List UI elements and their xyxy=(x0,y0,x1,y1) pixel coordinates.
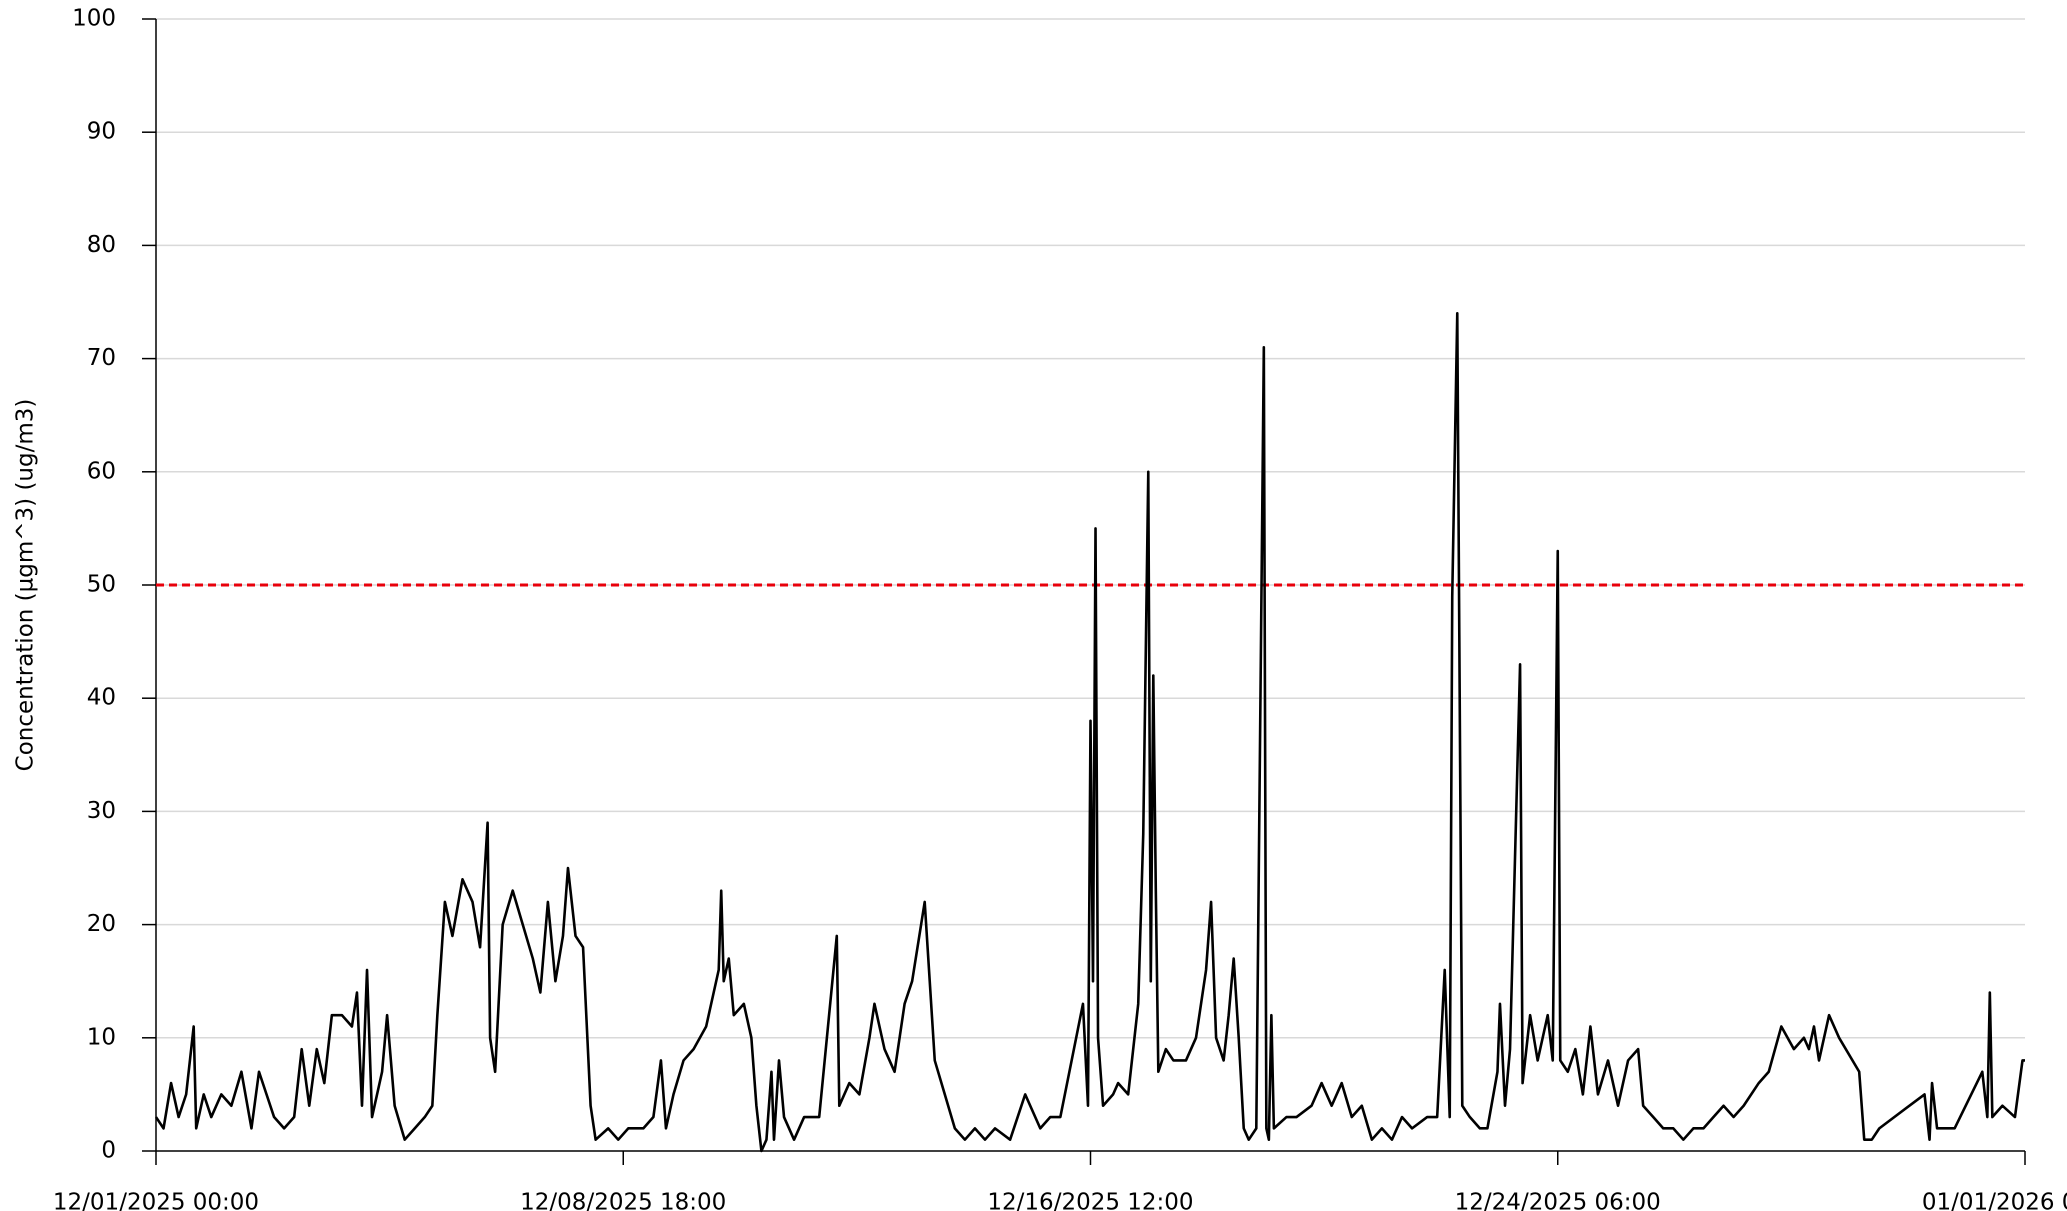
x-tick-label: 12/01/2025 00:00 xyxy=(53,1190,259,1211)
y-axis-label: Concentration (µgm^3) (ug/m3) xyxy=(13,399,39,772)
y-tick-label: 10 xyxy=(87,1024,116,1050)
y-tick-label: 40 xyxy=(87,685,116,711)
x-tick-label: 12/24/2025 06:00 xyxy=(1455,1190,1661,1211)
x-tick-label: 01/01/2026 00:00 xyxy=(1922,1190,2067,1211)
x-tick-label: 12/08/2025 18:00 xyxy=(520,1190,726,1211)
y-tick-label: 70 xyxy=(87,345,116,371)
y-tick-label: 80 xyxy=(87,232,116,258)
x-tick-label: 12/16/2025 12:00 xyxy=(987,1190,1193,1211)
y-tick-label: 50 xyxy=(87,572,116,598)
y-tick-label: 0 xyxy=(101,1138,116,1164)
y-tick-label: 100 xyxy=(72,6,116,32)
y-tick-label: 30 xyxy=(87,798,116,824)
data-line xyxy=(154,312,2025,1153)
y-tick-label: 20 xyxy=(87,911,116,937)
y-tick-label: 90 xyxy=(87,119,116,145)
y-tick-label: 60 xyxy=(87,458,116,484)
